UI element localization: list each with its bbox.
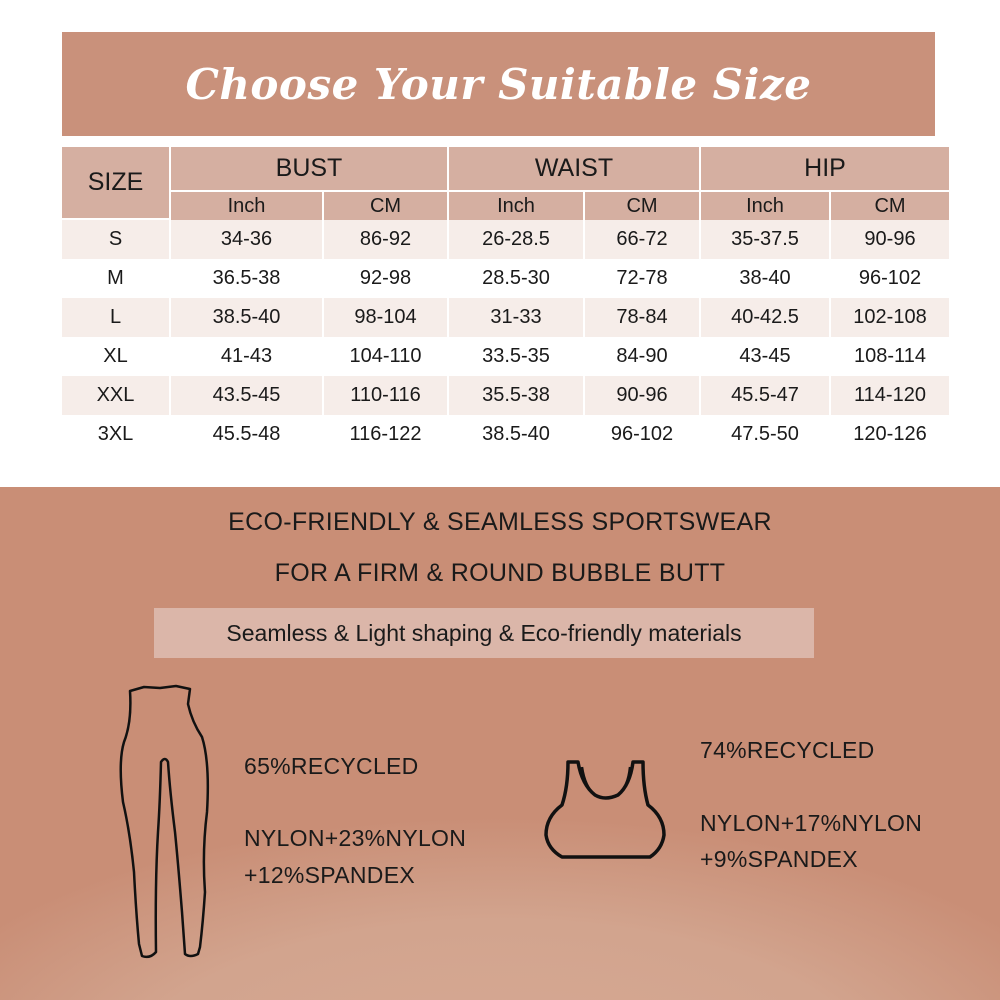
measurement-cell: 120-126 (853, 423, 927, 445)
measurement-cell: 86-92 (324, 220, 447, 259)
size-label: M (107, 267, 124, 289)
size-label: 3XL (97, 423, 134, 445)
table-row: L 38.5-40 98-104 31-33 78-84 40-42.5 102-108 (62, 298, 949, 337)
measurement-cell: 38.5-40 (171, 298, 322, 337)
bust-header: BUST (171, 147, 447, 192)
table-row: XXL 43.5-45 110-116 35.5-38 90-96 45.5-47 114-… (62, 376, 949, 415)
features-label: Seamless & Light shaping & Eco-friendly … (154, 608, 814, 658)
promo-section: ECO-FRIENDLY & SEAMLESS SPORTSWEAR FOR A… (0, 487, 1000, 1000)
bra-spandex: +9%SPANDEX (700, 846, 858, 872)
size-label: XL (103, 345, 128, 367)
leggings-recycled: 65%RECYCLED (244, 753, 419, 779)
table-row: 3XL 45.5-48 116-122 38.5-40 96-102 47.5-50 120… (62, 415, 949, 454)
measurement-cell: 40-42.5 (701, 298, 829, 337)
measurement-cell: 28.5-30 (482, 267, 550, 289)
measurement-cell: 110-116 (324, 376, 447, 415)
measurement-cell: 90-96 (585, 376, 699, 415)
measurement-cell: 96-102 (610, 423, 674, 445)
unit-header: CM (831, 192, 949, 220)
measurement-cell: 38.5-40 (482, 423, 550, 445)
size-label: XXL (62, 376, 169, 415)
units-row: Inch CM Inch CM Inch CM (62, 192, 949, 220)
measurement-cell: 26-28.5 (449, 220, 583, 259)
measurement-cell: 34-36 (171, 220, 322, 259)
promo-headline-1: ECO-FRIENDLY & SEAMLESS SPORTSWEAR (228, 508, 772, 536)
unit-header: CM (324, 192, 447, 220)
measurement-cell: 78-84 (585, 298, 699, 337)
table-row: S 34-36 86-92 26-28.5 66-72 35-37.5 90-96 (62, 220, 949, 259)
measurement-cell: 66-72 (585, 220, 699, 259)
leggings-icon (119, 684, 210, 959)
waist-header: WAIST (449, 147, 699, 192)
measurement-cell: 45.5-47 (701, 376, 829, 415)
leggings-spandex: +12%SPANDEX (244, 862, 415, 888)
measurement-cell: 116-122 (349, 423, 422, 445)
bra-nylon: NYLON+17%NYLON (700, 810, 923, 836)
sports-bra-icon (544, 760, 666, 859)
measurement-cell: 84-90 (616, 345, 668, 367)
measurement-cell: 43.5-45 (171, 376, 322, 415)
hip-header: HIP (701, 147, 949, 192)
size-header: SIZE (62, 147, 169, 220)
measurement-cell: 36.5-38 (212, 267, 281, 289)
measurement-cell: 104-110 (349, 345, 422, 367)
measurement-cell: 38-40 (739, 267, 791, 289)
measurement-cell: 98-104 (324, 298, 447, 337)
measurement-cell: 92-98 (359, 267, 412, 289)
measurement-cell: 41-43 (220, 345, 273, 367)
page-title: Choose Your Suitable Size (185, 59, 812, 109)
measurement-cell: 33.5-35 (482, 345, 550, 367)
size-chart-table: SIZE BUST WAIST HIP Inch CM Inch CM Inch CM S… (60, 147, 951, 454)
unit-header: Inch (701, 192, 829, 220)
promo-headline-2: FOR A FIRM & ROUND BUBBLE BUTT (274, 559, 726, 587)
measurement-cell: 72-78 (616, 267, 668, 289)
measurement-cell: 35-37.5 (701, 220, 829, 259)
measurement-cell: 114-120 (831, 376, 949, 415)
measurement-cell: 35.5-38 (449, 376, 583, 415)
table-row: M 36.5-38 92-98 28.5-30 72-78 38-40 96-102 (62, 259, 949, 298)
unit-header: Inch (449, 192, 583, 220)
size-label: S (62, 220, 169, 259)
title-banner: Choose Your Suitable Size (62, 32, 935, 136)
measurement-cell: 45.5-48 (212, 423, 281, 445)
unit-header: Inch (171, 192, 322, 220)
size-label: L (62, 298, 169, 337)
measurement-cell: 47.5-50 (731, 423, 799, 445)
measurement-cell: 96-102 (858, 267, 922, 289)
size-rows: S 34-36 86-92 26-28.5 66-72 35-37.5 90-96 M 36.5… (62, 220, 949, 454)
measurement-cell: 31-33 (449, 298, 583, 337)
leggings-nylon: NYLON+23%NYLON (244, 825, 467, 851)
unit-header: CM (585, 192, 699, 220)
table-row: XL 41-43 104-110 33.5-35 84-90 43-45 108-114 (62, 337, 949, 376)
measurement-cell: 43-45 (739, 345, 791, 367)
measurement-cell: 90-96 (831, 220, 949, 259)
measurement-cell: 108-114 (854, 345, 926, 367)
bra-recycled: 74%RECYCLED (700, 737, 875, 763)
measurement-cell: 102-108 (831, 298, 949, 337)
